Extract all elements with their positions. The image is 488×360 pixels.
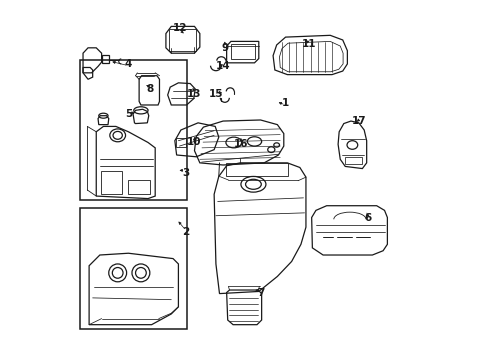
Bar — [101, 171, 122, 194]
Text: 10: 10 — [187, 138, 202, 148]
Text: 3: 3 — [182, 168, 189, 178]
Text: 7: 7 — [256, 288, 264, 297]
Bar — [102, 55, 109, 63]
Text: 1: 1 — [282, 98, 288, 108]
Text: 11: 11 — [301, 39, 315, 49]
Text: 2: 2 — [182, 227, 189, 237]
Bar — [230, 44, 254, 59]
Bar — [344, 157, 362, 164]
Text: 17: 17 — [351, 116, 366, 126]
Bar — [128, 180, 149, 194]
Bar — [225, 163, 288, 176]
Text: 8: 8 — [146, 84, 153, 94]
Bar — [176, 138, 185, 147]
Text: 4: 4 — [124, 59, 132, 69]
Bar — [80, 60, 187, 200]
Text: 16: 16 — [233, 139, 248, 149]
Text: 13: 13 — [187, 89, 202, 99]
Text: 15: 15 — [208, 89, 223, 99]
Text: 14: 14 — [215, 61, 230, 71]
Bar — [80, 208, 187, 329]
Text: 6: 6 — [364, 212, 370, 222]
Bar — [169, 28, 196, 51]
Text: 9: 9 — [221, 43, 228, 53]
Text: 12: 12 — [173, 23, 187, 33]
Text: 5: 5 — [124, 109, 132, 119]
